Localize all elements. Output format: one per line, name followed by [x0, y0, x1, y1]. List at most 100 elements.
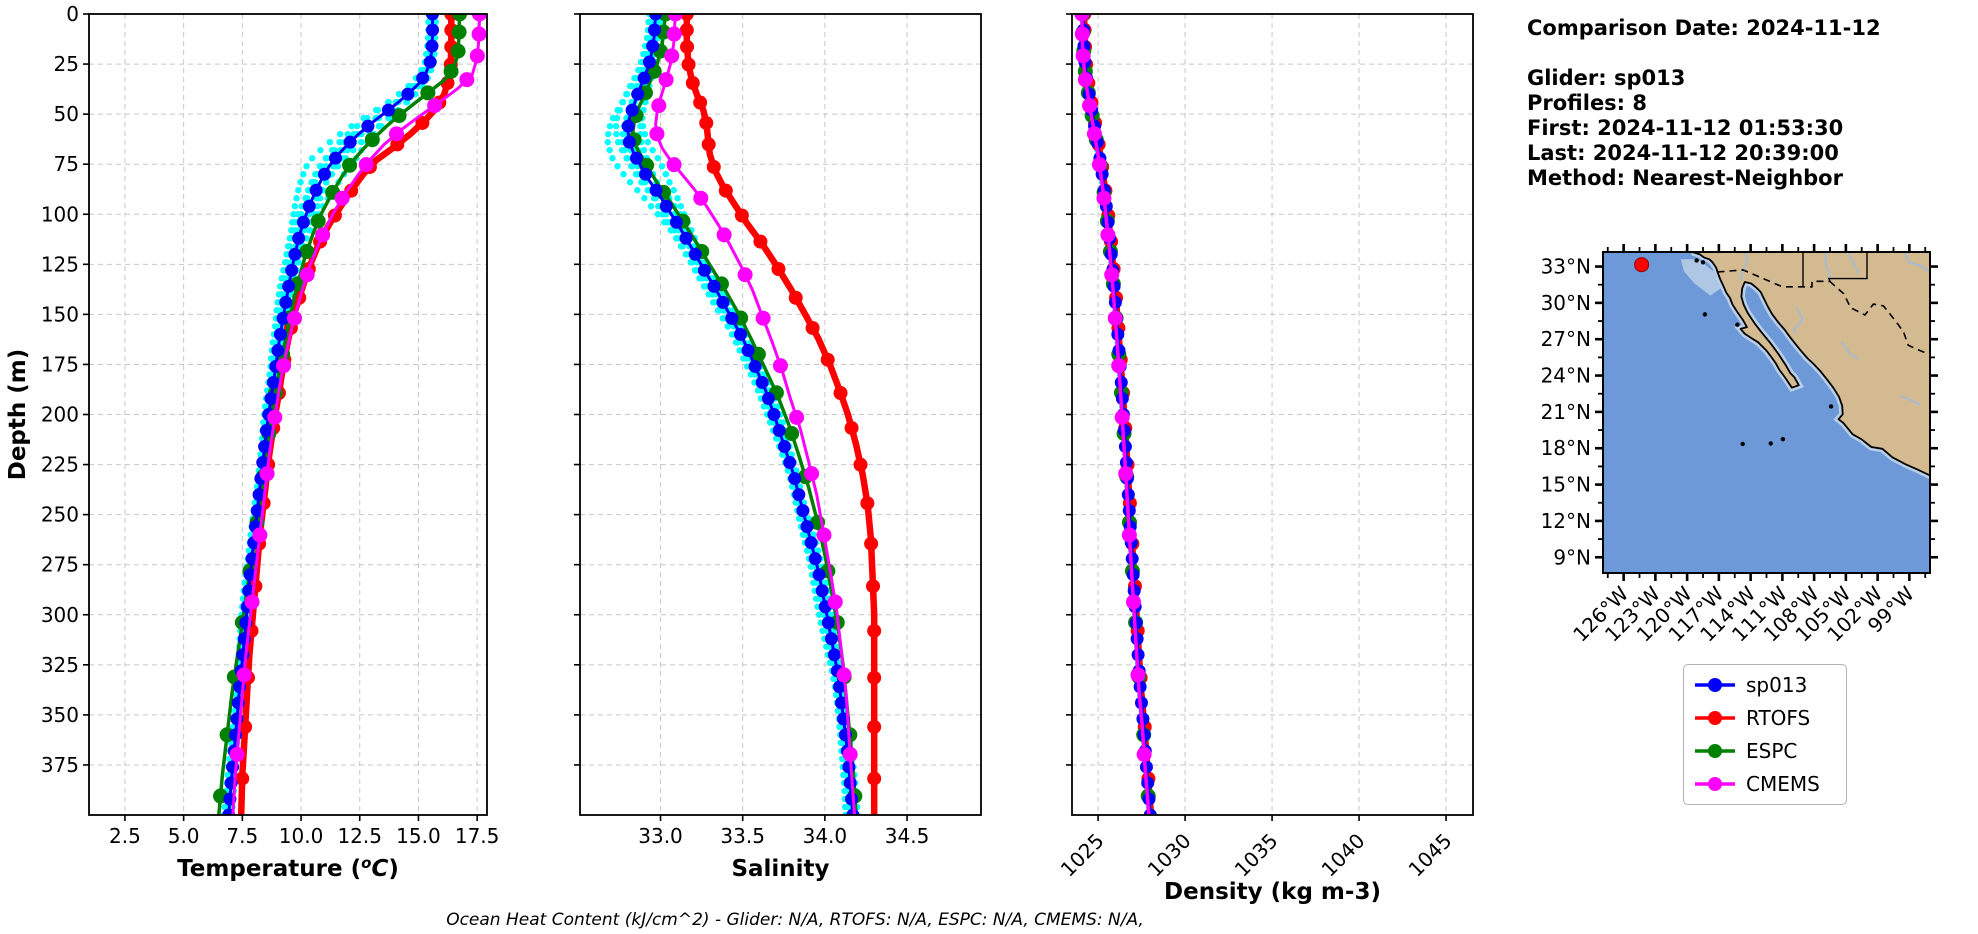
svg-text:1040: 1040	[1317, 829, 1370, 882]
svg-text:350: 350	[41, 703, 79, 727]
svg-text:10.0: 10.0	[279, 824, 324, 848]
legend-line-marker-icon	[1695, 776, 1735, 791]
svg-text:33.0: 33.0	[638, 824, 683, 848]
svg-text:175: 175	[41, 352, 79, 376]
legend-item-espc: ESPC	[1684, 740, 1846, 762]
location-map: 33°N30°N27°N24°N21°N18°N15°N12°N9°N126°W…	[1541, 244, 1938, 647]
svg-text:12°N: 12°N	[1541, 509, 1591, 533]
legend-item-rtofs: RTOFS	[1684, 707, 1846, 729]
sp013-markers	[621, 14, 860, 815]
map-island	[1735, 322, 1740, 327]
grid	[89, 13, 487, 815]
info-lines: Glider: sp013 Profiles: 8 First: 2024-11-1…	[1527, 66, 1881, 191]
svg-text:375: 375	[41, 753, 79, 777]
map-river	[1792, 307, 1804, 335]
cmems-markers	[229, 14, 487, 762]
svg-text:275: 275	[41, 553, 79, 577]
map-island	[1700, 260, 1706, 265]
legend-label: RTOFS	[1746, 706, 1811, 731]
map-shelf-patch	[1680, 259, 1721, 296]
svg-text:21°N: 21°N	[1541, 400, 1591, 424]
svg-text:18°N: 18°N	[1541, 436, 1591, 460]
glider-location-marker	[1634, 257, 1650, 273]
map-land	[1691, 252, 1930, 477]
map-river	[1847, 252, 1860, 275]
svg-text:1035: 1035	[1230, 829, 1283, 882]
temperature-axis-label: Temperature (oC)	[177, 854, 399, 882]
salinity-y-ticks	[574, 13, 580, 766]
map-river	[1840, 341, 1858, 360]
legend-label: CMEMS	[1746, 771, 1820, 796]
salinity-x-ticks: 33.0 33.5 34.0 34.5	[638, 815, 929, 848]
grid	[1072, 13, 1473, 815]
svg-text:9°N: 9°N	[1553, 545, 1591, 569]
svg-text:15.0: 15.0	[396, 824, 441, 848]
salinity-axis-label: Salinity	[731, 856, 829, 882]
info-line-1: Profiles: 8	[1527, 91, 1648, 115]
map-island	[1702, 312, 1708, 317]
svg-text:1025: 1025	[1056, 829, 1109, 882]
svg-text:34.0: 34.0	[803, 824, 848, 848]
cmems-salinity-series	[649, 14, 858, 815]
svg-text:300: 300	[41, 603, 79, 627]
sp013-salinity-series	[621, 14, 860, 815]
cmems-density-series	[1074, 14, 1152, 815]
map-river	[1740, 252, 1748, 281]
svg-text:33°N: 33°N	[1541, 255, 1591, 279]
ocean-heat-content-footer: Ocean Heat Content (kJ/cm^2) - Glider: N…	[446, 910, 1144, 930]
info-gap	[1527, 41, 1881, 66]
legend-item-cmems: CMEMS	[1684, 773, 1846, 795]
svg-text:33.5: 33.5	[720, 824, 765, 848]
svg-text:15°N: 15°N	[1541, 473, 1591, 497]
info-line-3: Last: 2024-11-12 20:39:00	[1527, 141, 1839, 165]
svg-text:200: 200	[41, 403, 79, 427]
svg-text:12.5: 12.5	[337, 824, 382, 848]
svg-text:1030: 1030	[1143, 829, 1196, 882]
espc-salinity-series	[626, 14, 863, 815]
temperature-plot-area	[213, 14, 487, 815]
svg-text:325: 325	[41, 653, 79, 677]
depth-axis-label: Depth (m)	[5, 349, 31, 481]
svg-text:125: 125	[41, 252, 79, 276]
map-river	[1903, 252, 1929, 273]
cmems-markers	[649, 14, 858, 762]
svg-text:250: 250	[41, 503, 79, 527]
svg-text:75: 75	[54, 152, 79, 176]
svg-text:25: 25	[54, 52, 79, 76]
svg-text:30°N: 30°N	[1541, 291, 1591, 315]
info-line-4: Method: Nearest-Neighbor	[1527, 166, 1843, 190]
map-state-border	[1827, 252, 1868, 282]
legend-line-marker-icon	[1695, 678, 1735, 693]
espc-temperature-series	[213, 14, 468, 815]
map-island	[1740, 441, 1745, 447]
density-axis-label: Density (kg m-3)	[1164, 879, 1381, 905]
rtofs-markers	[679, 14, 882, 786]
svg-text:100: 100	[41, 202, 79, 226]
info-panel: Comparison Date: 2024-11-12 Glider: sp01…	[1527, 16, 1881, 191]
legend: sp013 RTOFS ESPC CMEMS	[1683, 664, 1847, 805]
map-island	[1828, 404, 1834, 409]
svg-text:34.5: 34.5	[885, 824, 930, 848]
legend-item-sp013: sp013	[1684, 674, 1846, 696]
temperature-chart: 2.5 5.0 7.5 10.0 12.5 15.0 17.5 0 25 50 75 100 125 15…	[5, 2, 499, 882]
map-country-border	[1829, 280, 1930, 354]
svg-text:2.5: 2.5	[109, 824, 141, 848]
svg-text:7.5: 7.5	[226, 824, 258, 848]
espc-markers	[626, 14, 863, 804]
info-line-2: First: 2024-11-12 01:53:30	[1527, 116, 1844, 140]
svg-text:27°N: 27°N	[1541, 327, 1591, 351]
svg-text:50: 50	[54, 102, 79, 126]
temperature-x-ticks: 2.5 5.0 7.5 10.0 12.5 15.0 17.5	[109, 815, 499, 848]
svg-text:225: 225	[41, 453, 79, 477]
map-river	[1824, 252, 1831, 282]
svg-text:24°N: 24°N	[1541, 364, 1591, 388]
map-river	[1900, 395, 1921, 406]
legend-label: ESPC	[1746, 738, 1798, 763]
temperature-y-ticks: 0 25 50 75 100 125 150 175 200 225 250 275 300 325 350…	[41, 2, 89, 777]
svg-text:17.5: 17.5	[455, 824, 500, 848]
svg-text:0: 0	[66, 2, 79, 26]
map-island	[1768, 441, 1773, 446]
info-line-0: Glider: sp013	[1527, 66, 1686, 90]
